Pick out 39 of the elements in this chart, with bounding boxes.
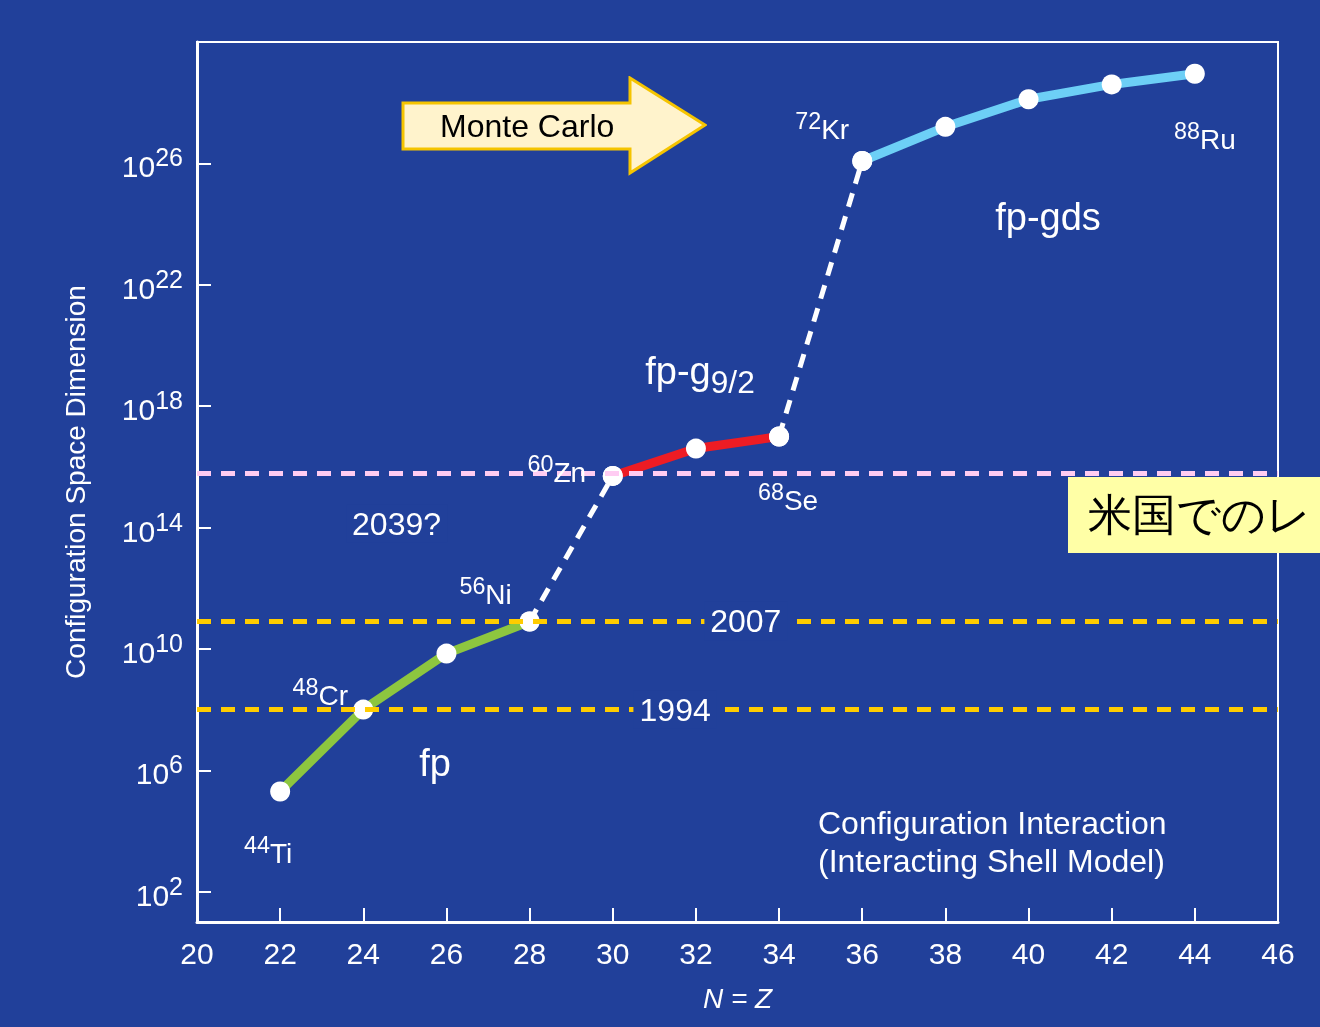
x-tick-label: 36 bbox=[845, 936, 879, 970]
y-tick-label: 10$^{22}$ bbox=[121, 263, 183, 307]
x-tick-label: 26 bbox=[429, 936, 464, 970]
annotation: Configuration Interaction (Interacting Shell Model) bbox=[818, 804, 1167, 880]
y-tick-label: 10$^{6}$ bbox=[135, 748, 183, 792]
x-tick-label: 40 bbox=[1011, 936, 1046, 970]
y-tick-label: 10$^{14}$ bbox=[121, 506, 183, 549]
annotation: $^{68}$Se bbox=[757, 479, 819, 518]
annotation: fp-g$_{9/2}$ bbox=[645, 349, 755, 401]
annotation: 米国でのレ bbox=[1068, 477, 1320, 553]
x-tick-label: 46 bbox=[1261, 936, 1295, 970]
y-tick-label: 10$^{2}$ bbox=[135, 870, 183, 914]
x-tick-label: 42 bbox=[1095, 936, 1129, 970]
x-tick-label: 24 bbox=[346, 936, 380, 970]
x-tick-label: 30 bbox=[596, 936, 630, 970]
annotation: $^{56}$Ni bbox=[459, 573, 512, 612]
annotation: $^{48}$Cr bbox=[292, 673, 349, 713]
annotation: fp-gds bbox=[995, 195, 1101, 241]
x-tick-label: 32 bbox=[679, 936, 713, 970]
x-tick-label: 22 bbox=[263, 936, 297, 970]
x-tick-label: 20 bbox=[180, 936, 214, 970]
y-axis-title: Configuration Space Dimension bbox=[59, 285, 91, 679]
annotation: Monte Carlo bbox=[440, 107, 615, 146]
y-tick-label: 10$^{10}$ bbox=[121, 627, 183, 671]
y-tick-label: 10$^{18}$ bbox=[121, 384, 183, 428]
x-axis-title: N = Z bbox=[702, 982, 774, 1014]
x-tick-label: 28 bbox=[512, 936, 547, 970]
annotation: $^{60}$Zn bbox=[527, 450, 587, 490]
y-tick-label: 10$^{26}$ bbox=[121, 141, 183, 185]
x-tick-label: 38 bbox=[928, 936, 963, 970]
annotation: $^{72}$Kr bbox=[795, 107, 850, 147]
annotation: $^{88}$Ru bbox=[1173, 117, 1236, 157]
x-tick-label: 44 bbox=[1178, 936, 1212, 970]
x-tick-label: 34 bbox=[762, 936, 796, 970]
annotation: $^{44}$Ti bbox=[244, 832, 293, 871]
annotation: 2039? bbox=[346, 504, 448, 543]
annotation: 2007 bbox=[704, 602, 788, 641]
annotation: 1994 bbox=[633, 690, 717, 729]
annotation: fp bbox=[419, 741, 451, 787]
